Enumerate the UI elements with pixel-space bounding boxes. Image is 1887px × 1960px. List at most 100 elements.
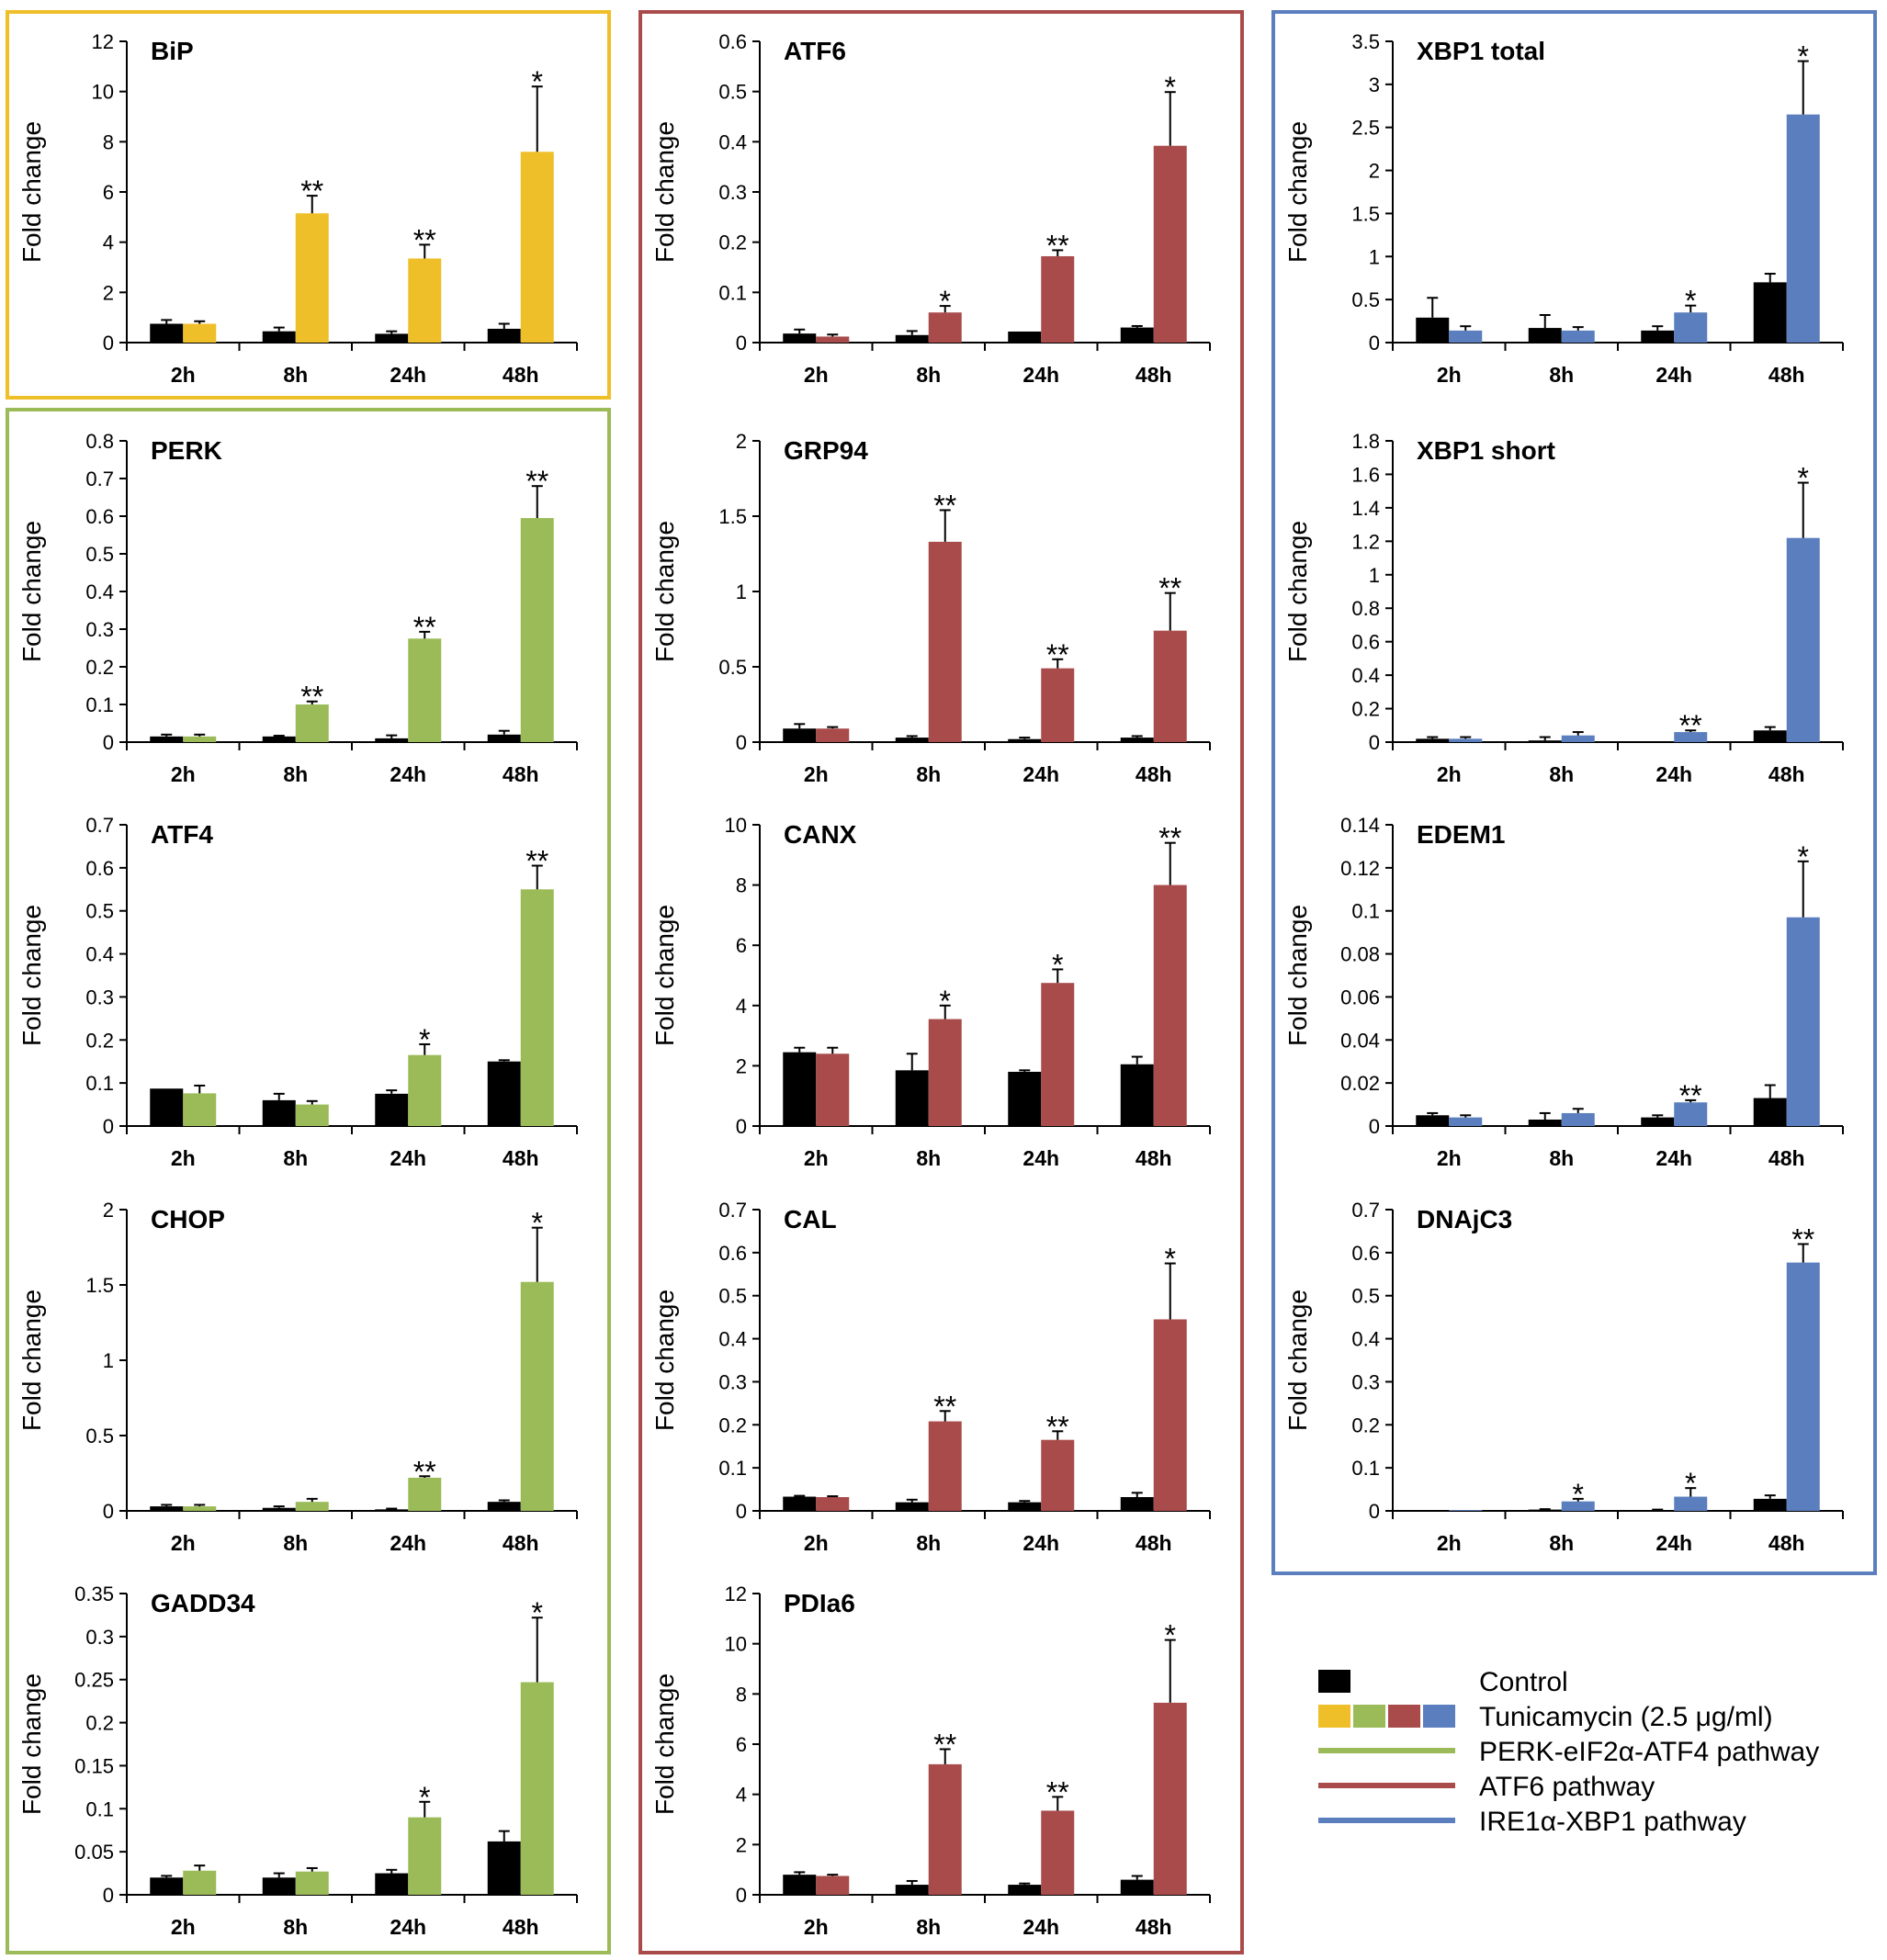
- edem1-bar-control-8h: [1528, 1119, 1562, 1126]
- cal-bar-tunicamycin-24h: [1041, 1439, 1075, 1511]
- xbp1-short-bar-tunicamycin-8h: [1561, 735, 1595, 742]
- perk-ytick-label: 0.5: [85, 543, 114, 566]
- atf6-ytick-label: 0.1: [718, 281, 747, 304]
- legend-swatch-tunicamycin-blue: [1423, 1705, 1455, 1728]
- grp94-bar-control-8h: [895, 738, 929, 742]
- edem1-bar-control-2h: [1416, 1115, 1450, 1126]
- xbp1-short-ytick-label: 0.4: [1351, 664, 1380, 687]
- grp94-significance-24h: **: [1046, 638, 1069, 671]
- pdia6-significance-24h: **: [1046, 1775, 1069, 1808]
- atf4-title: ATF4: [151, 820, 213, 849]
- dnajc3-significance-48h: **: [1791, 1222, 1814, 1256]
- chop-ytick-label: 0: [103, 1500, 114, 1523]
- grp94-ytick-label: 0.5: [718, 656, 747, 679]
- cal-bar-tunicamycin-2h: [816, 1497, 850, 1511]
- atf4-ylabel: Fold change: [17, 905, 46, 1046]
- atf4-ytick-label: 0: [103, 1115, 114, 1138]
- cal-ytick-label: 0.4: [718, 1328, 747, 1351]
- edem1-ytick-label: 0.12: [1340, 857, 1380, 880]
- atf4-ytick-label: 0.1: [85, 1072, 114, 1095]
- dnajc3-bar-control-2h: [1416, 1510, 1450, 1511]
- dnajc3-bar-tunicamycin-24h: [1674, 1496, 1708, 1511]
- bip-bar-tunicamycin-8h: [295, 213, 329, 343]
- edem1-bar-tunicamycin-48h: [1786, 917, 1820, 1126]
- atf6-bar-control-24h: [1008, 331, 1042, 343]
- atf6-bar-control-48h: [1120, 327, 1154, 343]
- chop-xtick-label: 8h: [283, 1531, 308, 1555]
- xbp1-total-xtick-label: 8h: [1549, 363, 1574, 387]
- edem1-bar-tunicamycin-24h: [1674, 1102, 1708, 1126]
- atf4-ytick-label: 0.2: [85, 1029, 114, 1052]
- xbp1-total-bar-tunicamycin-8h: [1561, 330, 1595, 343]
- xbp1-total-ylabel: Fold change: [1283, 121, 1312, 263]
- xbp1-short-bar-control-48h: [1753, 730, 1787, 742]
- cal-bar-control-24h: [1008, 1502, 1042, 1511]
- xbp1-short-title: XBP1 short: [1417, 436, 1555, 465]
- gadd34-ytick-label: 0.3: [85, 1626, 114, 1649]
- chop-bar-control-8h: [262, 1507, 296, 1511]
- xbp1-short-ylabel: Fold change: [1283, 521, 1312, 662]
- cal-bar-control-2h: [783, 1496, 817, 1511]
- xbp1-total-significance-48h: *: [1798, 40, 1809, 73]
- bip-significance-24h: **: [413, 223, 436, 256]
- atf4-bar-control-24h: [375, 1093, 409, 1126]
- chop-significance-24h: **: [413, 1455, 436, 1488]
- canx-ytick-label: 6: [736, 934, 747, 957]
- dnajc3-significance-8h: *: [1573, 1478, 1584, 1511]
- perk-bar-tunicamycin-2h: [183, 736, 217, 742]
- legend-label-ire1-pathway: IRE1α-XBP1 pathway: [1479, 1807, 1746, 1837]
- grp94-bar-tunicamycin-8h: [928, 541, 962, 742]
- xbp1-short-xtick-label: 8h: [1549, 762, 1574, 786]
- dnajc3-bar-control-48h: [1753, 1498, 1787, 1511]
- dnajc3-xtick-label: 24h: [1655, 1531, 1692, 1555]
- xbp1-total-ytick-label: 2.5: [1351, 117, 1380, 140]
- legend-label-atf6-pathway: ATF6 pathway: [1479, 1772, 1655, 1802]
- cal-significance-24h: **: [1046, 1410, 1069, 1443]
- chart-xbp1-short: 0 0.2 0.4 0.6 0.8 1 1.2 1.4 1.6 1.8 2h 8h 24h 48h Fold…: [1283, 430, 1844, 786]
- dnajc3-bar-tunicamycin-8h: [1561, 1501, 1595, 1511]
- pdia6-significance-48h: *: [1165, 1619, 1176, 1652]
- legend-swatch-tunicamycin-green: [1353, 1705, 1385, 1728]
- cal-xtick-label: 48h: [1136, 1531, 1172, 1555]
- atf6-ytick-label: 0.6: [718, 30, 747, 53]
- atf6-xtick-label: 24h: [1023, 363, 1059, 387]
- bip-significance-48h: *: [532, 65, 543, 98]
- bip-xtick-label: 2h: [171, 363, 196, 387]
- canx-bar-tunicamycin-8h: [928, 1019, 962, 1126]
- canx-bar-tunicamycin-48h: [1153, 884, 1187, 1126]
- perk-bar-control-48h: [487, 734, 521, 742]
- chart-atf4: 0 0.1 0.2 0.3 0.4 0.5 0.6 0.7 2h 8h 24h 48h Fold cha…: [17, 814, 578, 1170]
- chart-atf6: 0 0.1 0.2 0.3 0.4 0.5 0.6 2h 8h 24h 48h Fold change…: [650, 30, 1211, 387]
- xbp1-total-ytick-label: 3.5: [1351, 30, 1380, 53]
- grp94-bar-control-48h: [1120, 738, 1154, 742]
- perk-ytick-label: 0.6: [85, 505, 114, 528]
- xbp1-total-bar-tunicamycin-48h: [1786, 114, 1820, 344]
- canx-bar-tunicamycin-24h: [1041, 983, 1075, 1126]
- atf6-bar-tunicamycin-8h: [928, 312, 962, 343]
- gadd34-bar-tunicamycin-24h: [408, 1817, 442, 1895]
- chop-ytick-label: 1.5: [85, 1274, 114, 1297]
- pdia6-bar-control-2h: [783, 1875, 817, 1895]
- canx-ylabel: Fold change: [650, 905, 679, 1046]
- atf4-ytick-label: 0.3: [85, 986, 114, 1008]
- edem1-ytick-label: 0.1: [1351, 900, 1380, 923]
- dnajc3-bar-control-8h: [1528, 1509, 1562, 1511]
- xbp1-short-ytick-label: 0: [1369, 731, 1380, 754]
- cal-ytick-label: 0.7: [718, 1199, 747, 1222]
- atf6-title: ATF6: [784, 37, 846, 65]
- dnajc3-ytick-label: 0.4: [1351, 1328, 1380, 1351]
- xbp1-total-xtick-label: 24h: [1655, 363, 1692, 387]
- grp94-ytick-label: 0: [736, 731, 747, 754]
- perk-significance-24h: **: [413, 611, 436, 644]
- canx-xtick-label: 2h: [804, 1146, 829, 1170]
- perk-bar-control-24h: [375, 738, 409, 742]
- canx-bar-tunicamycin-2h: [816, 1053, 850, 1126]
- bip-title: BiP: [151, 37, 194, 65]
- xbp1-total-ytick-label: 1.5: [1351, 202, 1380, 225]
- cal-bar-control-48h: [1120, 1497, 1154, 1511]
- chop-xtick-label: 48h: [503, 1531, 539, 1555]
- chart-perk: 0 0.1 0.2 0.3 0.4 0.5 0.6 0.7 0.8 2h 8h 24h 48h Fold …: [17, 430, 578, 786]
- atf4-xtick-label: 2h: [171, 1146, 196, 1170]
